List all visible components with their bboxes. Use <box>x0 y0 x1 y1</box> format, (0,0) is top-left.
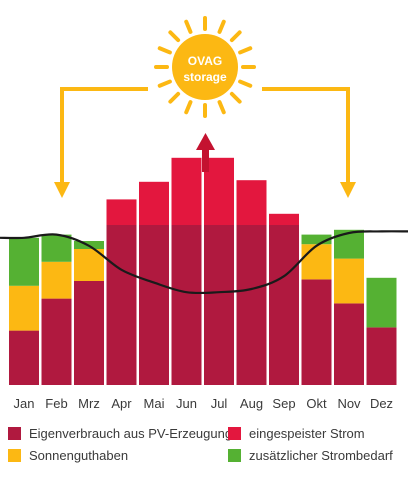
export-up-arrow-icon <box>196 133 215 172</box>
bar-mrz-series-1 <box>74 249 104 281</box>
bar-nov-series-1 <box>334 258 364 304</box>
sun-ray <box>157 46 172 55</box>
bar-apr-series-3 <box>106 199 137 225</box>
bar-jul-series-0 <box>204 225 234 385</box>
bar-okt-series-0 <box>301 279 332 385</box>
sun-label-storage: storage <box>183 70 227 84</box>
bars-group <box>9 157 397 385</box>
sun-ray <box>184 19 193 34</box>
legend-item: eingespeister Strom <box>228 423 365 443</box>
x-tick-label: Sep <box>272 396 295 411</box>
bar-mrz-series-0 <box>74 281 104 385</box>
legend-item: Eigenverbrauch aus PV-Erzeugung <box>8 423 232 443</box>
legend-swatch <box>228 448 241 462</box>
bar-feb-series-0 <box>41 298 72 385</box>
bar-jun-series-3 <box>171 157 202 225</box>
sun-ray <box>229 30 242 43</box>
bar-dez-series-2 <box>366 277 397 328</box>
sun-ray <box>168 91 181 104</box>
bar-mai-series-0 <box>139 225 169 385</box>
x-tick-label: Okt <box>306 396 327 411</box>
legend: Eigenverbrauch aus PV-Erzeugung eingespei… <box>0 420 408 480</box>
legend-label: zusätzlicher Strombedarf <box>249 447 393 463</box>
demand-curve <box>0 230 408 295</box>
x-tick-label: Nov <box>337 396 361 411</box>
bar-jan-series-1 <box>9 285 39 331</box>
x-tick-label: Dez <box>370 396 393 411</box>
bar-sep-series-3 <box>269 213 299 225</box>
sun-disc <box>172 34 238 100</box>
sun-ray <box>238 79 253 88</box>
legend-item: zusätzlicher Strombedarf <box>228 445 393 465</box>
sun-ray <box>157 79 172 88</box>
arrow-to-feb-icon <box>54 87 148 198</box>
ovag-storage-chart: Jan Feb Mrz Apr Mai Jun Jul Aug Sep Okt Nov Dez OVA… <box>0 16 408 411</box>
sun-ray <box>168 30 181 43</box>
sun-ray <box>217 100 226 115</box>
x-tick-label: Jan <box>14 396 35 411</box>
up-arrow-shaft <box>202 148 209 172</box>
legend-swatch <box>8 448 21 462</box>
bar-okt-series-2 <box>301 234 332 245</box>
x-tick-label: Mrz <box>78 396 100 411</box>
x-axis-ticks: Jan Feb Mrz Apr Mai Jun Jul Aug Sep Okt Nov Dez <box>14 396 394 411</box>
bar-jan-series-0 <box>9 330 39 385</box>
sun-icon: OVAG storage <box>154 16 256 118</box>
sun-ray <box>217 19 226 34</box>
sun-rays <box>154 16 256 118</box>
bar-aug-series-0 <box>236 225 267 385</box>
sun-ray <box>229 91 242 104</box>
bar-sep-series-0 <box>269 225 299 385</box>
legend-item: Sonnenguthaben <box>8 445 128 465</box>
legend-swatch <box>228 426 241 440</box>
legend-swatch <box>8 426 21 440</box>
bar-aug-series-3 <box>236 180 267 225</box>
legend-label: Sonnenguthaben <box>29 447 129 463</box>
bar-mai-series-3 <box>139 181 169 225</box>
bar-apr-series-0 <box>106 225 137 385</box>
x-tick-label: Jun <box>176 396 197 411</box>
bar-jan-series-2 <box>9 237 39 286</box>
x-tick-label: Jul <box>211 396 228 411</box>
x-tick-label: Feb <box>45 396 67 411</box>
x-tick-label: Aug <box>240 396 263 411</box>
x-tick-label: Apr <box>111 396 132 411</box>
sun-label-ovag: OVAG <box>188 54 222 68</box>
arrow-to-nov-icon <box>262 87 356 198</box>
x-tick-label: Mai <box>144 396 165 411</box>
flow-arrows <box>54 87 356 198</box>
sun-ray <box>184 100 193 115</box>
legend-label: Eigenverbrauch aus PV-Erzeugung <box>29 425 233 441</box>
bar-feb-series-2 <box>41 234 72 262</box>
sun-ray <box>238 46 253 55</box>
bar-nov-series-0 <box>334 303 364 385</box>
bar-dez-series-0 <box>366 327 397 385</box>
bar-feb-series-1 <box>41 261 72 299</box>
legend-label: eingespeister Strom <box>249 425 365 441</box>
bar-jun-series-0 <box>171 225 202 385</box>
bar-okt-series-1 <box>301 244 332 280</box>
up-arrow-head <box>196 133 215 150</box>
